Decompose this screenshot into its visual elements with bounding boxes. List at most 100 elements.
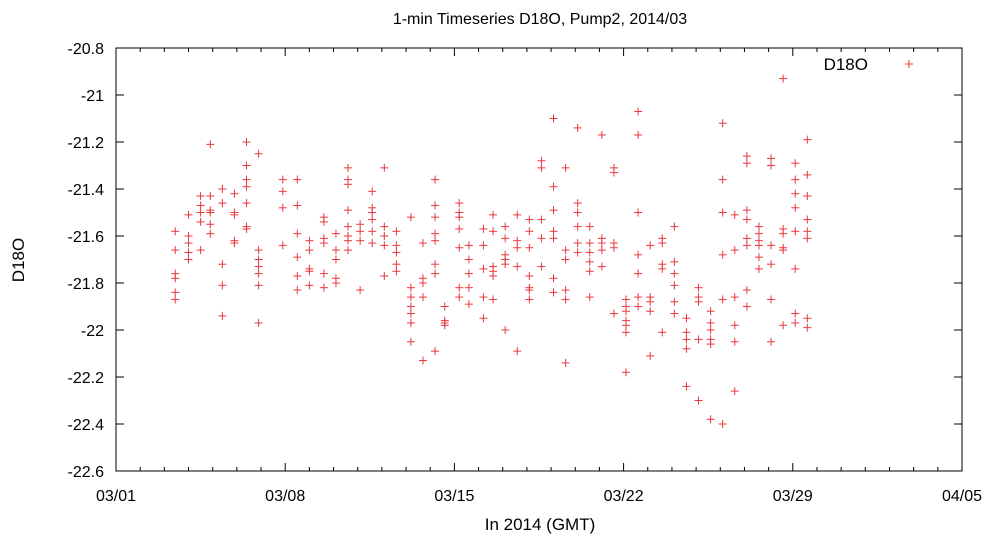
data-point	[293, 201, 302, 210]
data-point	[718, 119, 727, 128]
data-point	[634, 250, 643, 259]
data-point	[230, 189, 239, 198]
data-point	[380, 163, 389, 172]
data-point	[791, 159, 800, 168]
data-point	[549, 227, 558, 236]
data-point	[549, 274, 558, 283]
data-point	[525, 215, 534, 224]
data-point	[406, 318, 415, 327]
data-point	[791, 189, 800, 198]
data-point	[670, 257, 679, 266]
x-tick-label: 03/15	[434, 488, 474, 505]
data-point	[718, 295, 727, 304]
data-point	[230, 210, 239, 219]
data-point	[803, 323, 812, 332]
data-point	[184, 255, 193, 264]
data-point	[293, 286, 302, 295]
data-point	[344, 180, 353, 189]
data-point	[344, 236, 353, 245]
data-point	[319, 269, 328, 278]
data-point	[455, 224, 464, 233]
data-point	[670, 309, 679, 318]
data-point	[682, 328, 691, 337]
data-point	[230, 239, 239, 248]
data-point	[206, 140, 215, 149]
data-point	[242, 199, 251, 208]
x-tick-label: 03/01	[96, 488, 136, 505]
data-point	[803, 227, 812, 236]
data-point	[525, 271, 534, 280]
data-point	[479, 241, 488, 250]
data-point	[431, 347, 440, 356]
data-point	[634, 302, 643, 311]
data-point	[368, 187, 377, 196]
data-point	[573, 239, 582, 248]
data-point	[573, 222, 582, 231]
data-point	[767, 154, 776, 163]
data-point	[319, 239, 328, 248]
data-point	[344, 222, 353, 231]
data-point	[609, 168, 618, 177]
data-point	[242, 224, 251, 233]
data-point	[319, 283, 328, 292]
data-point	[406, 302, 415, 311]
data-point	[597, 130, 606, 139]
data-point	[597, 246, 606, 255]
data-point	[561, 295, 570, 304]
data-point	[254, 255, 263, 264]
data-point	[380, 241, 389, 250]
data-point	[549, 206, 558, 215]
data-point	[431, 229, 440, 238]
data-point	[634, 293, 643, 302]
data-point	[184, 239, 193, 248]
data-point	[646, 241, 655, 250]
data-point	[455, 213, 464, 222]
data-point	[742, 152, 751, 161]
data-point	[455, 283, 464, 292]
data-point	[609, 243, 618, 252]
data-point	[206, 208, 215, 217]
data-point	[305, 281, 314, 290]
data-point	[525, 295, 534, 304]
data-point	[356, 286, 365, 295]
data-point	[319, 217, 328, 226]
y-axis-label: D18O	[9, 238, 28, 282]
data-point	[670, 281, 679, 290]
data-point	[184, 210, 193, 219]
data-point	[513, 347, 522, 356]
data-point	[464, 269, 473, 278]
data-point	[561, 286, 570, 295]
data-point	[479, 224, 488, 233]
data-point	[670, 269, 679, 278]
data-point	[513, 210, 522, 219]
data-point	[622, 307, 631, 316]
data-point	[254, 149, 263, 158]
data-point	[573, 248, 582, 257]
data-point	[455, 293, 464, 302]
data-point	[392, 241, 401, 250]
data-point	[742, 234, 751, 243]
data-point	[585, 248, 594, 257]
y-tick-label: -21.6	[68, 229, 105, 246]
data-point	[218, 281, 227, 290]
data-point	[537, 262, 546, 271]
data-point	[694, 335, 703, 344]
data-point	[242, 161, 251, 170]
data-point	[356, 227, 365, 236]
data-point	[634, 269, 643, 278]
data-point	[525, 286, 534, 295]
data-point	[622, 321, 631, 330]
data-point	[670, 222, 679, 231]
data-point	[513, 236, 522, 245]
y-tick-label: -21.8	[68, 276, 105, 293]
x-tick-label: 04/05	[942, 488, 982, 505]
legend-label: D18O	[824, 55, 868, 74]
data-point	[489, 271, 498, 280]
data-point	[206, 220, 215, 229]
data-point	[406, 337, 415, 346]
data-point	[585, 267, 594, 276]
data-point	[754, 222, 763, 231]
data-point	[344, 246, 353, 255]
data-point	[803, 234, 812, 243]
data-point	[171, 227, 180, 236]
